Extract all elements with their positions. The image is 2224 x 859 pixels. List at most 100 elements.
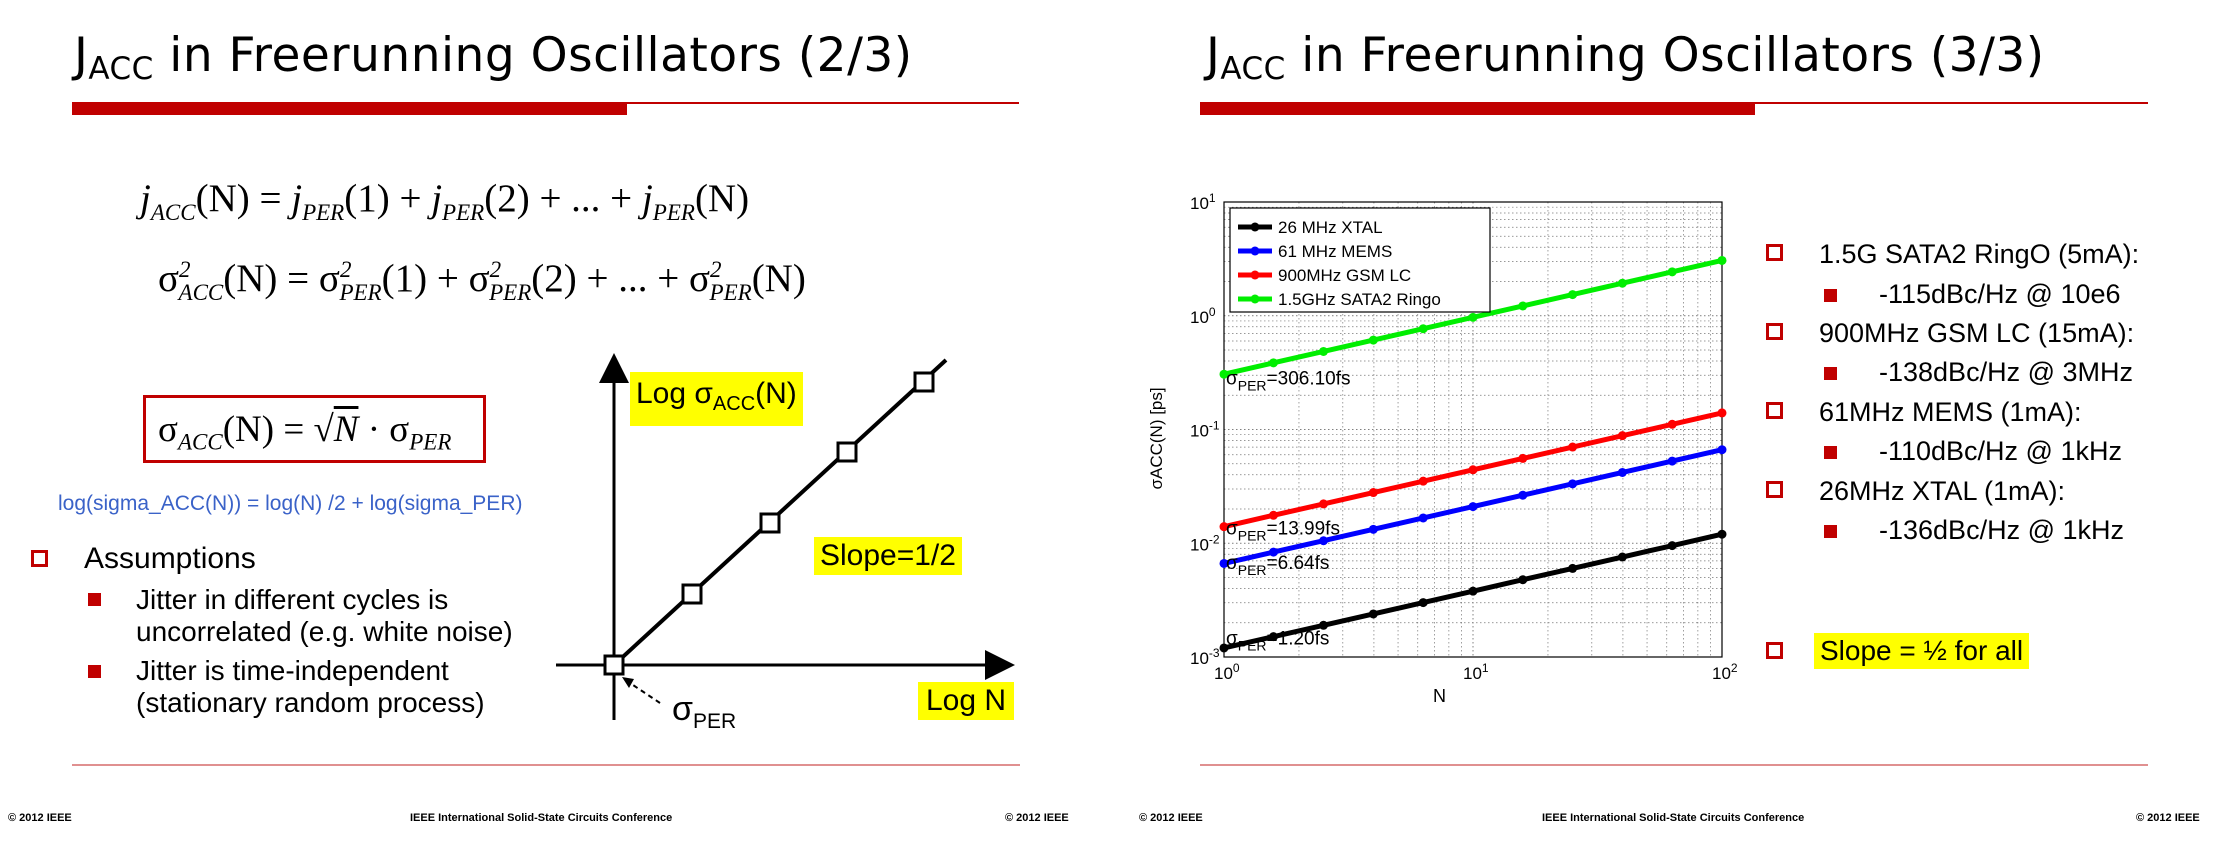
- title-rule-accent: [72, 104, 627, 115]
- chart-data-point: [1667, 456, 1677, 466]
- chart-data-point: [1319, 620, 1329, 630]
- bullet-square-icon: [1766, 481, 1783, 498]
- chart-data-point: [1568, 479, 1578, 489]
- bullet-filled-icon: [1824, 289, 1837, 302]
- chart-data-point: [1518, 490, 1528, 500]
- chart-data-point: [1568, 442, 1578, 452]
- bullet-filled-icon: [1824, 446, 1837, 459]
- chart-data-point: [1219, 369, 1229, 379]
- footer-copyright-left: © 2012 IEEE: [8, 812, 72, 824]
- chart-data-point: [1717, 529, 1727, 539]
- chart-data-point: [1468, 502, 1478, 512]
- footer-rule: [1200, 764, 2148, 766]
- chart-data-point: [1368, 335, 1378, 345]
- chart-y-tick-label: 101: [1190, 191, 1216, 213]
- chart-data-point: [1667, 419, 1677, 429]
- assumption-1-line-1: Jitter in different cycles is: [136, 584, 449, 615]
- chart-data-point: [1518, 453, 1528, 463]
- slide-title: JACC in Freerunning Oscillators (2/3): [74, 28, 913, 87]
- sketch-marker-icon: [681, 583, 703, 605]
- footer-copyright-right: © 2012 IEEE: [2136, 812, 2200, 824]
- bullet-filled-icon: [88, 665, 101, 678]
- chart-data-point: [1268, 510, 1278, 520]
- sketch-diagram: [556, 353, 1015, 720]
- slide-left: JACC in Freerunning Oscillators (2/3) jA…: [8, 28, 1069, 824]
- boxed-equation: σACC(N) = √N · σPER: [143, 395, 486, 463]
- chart-data-point: [1667, 541, 1677, 551]
- chart-data-point: [1617, 278, 1627, 288]
- assumption-2-line-2: (stationary random process): [136, 687, 485, 718]
- chart-data-point: [1268, 632, 1278, 642]
- chart-data-point: [1219, 643, 1229, 653]
- bullet-filled-icon: [88, 593, 101, 606]
- sketch-marker-icon: [913, 371, 935, 393]
- chart-data-point: [1468, 465, 1478, 475]
- spec-2-name: 900MHz GSM LC (15mA):: [1819, 318, 2135, 348]
- sketch-marker-icon: [759, 512, 781, 534]
- title-rule: [72, 102, 1019, 104]
- chart-data-point: [1518, 301, 1528, 311]
- spec-4-detail: -136dBc/Hz @ 1kHz: [1879, 515, 2124, 545]
- chart-data-point: [1418, 476, 1428, 486]
- chart-data-point: [1418, 513, 1428, 523]
- footer-rule: [72, 764, 1020, 766]
- chart-data-point: [1568, 563, 1578, 573]
- chart-data-point: [1319, 499, 1329, 509]
- chart-data-point: [1468, 312, 1478, 322]
- title-main: J: [74, 28, 89, 83]
- chart-data-point: [1568, 290, 1578, 300]
- chart-series: [1219, 255, 1727, 379]
- log-formula: log(sigma_ACC(N)) = log(N) /2 + log(sigm…: [58, 492, 523, 515]
- spec-2-detail: -138dBc/Hz @ 3MHz: [1879, 357, 2133, 387]
- spec-1-name: 1.5G SATA2 RingO (5mA):: [1819, 239, 2140, 269]
- slide-right: JACC in Freerunning Oscillators (3/3) 10…: [1112, 0, 2224, 859]
- equation-jacc: jACC(N) = jPER(1) + jPER(2) + ... + jPER…: [140, 177, 750, 225]
- spec-4-name: 26MHz XTAL (1mA):: [1819, 476, 2066, 506]
- assumption-2-line-1: Jitter is time-independent: [136, 655, 449, 686]
- chart-data-point: [1418, 324, 1428, 334]
- chart-data-point: [1219, 558, 1229, 568]
- chart-y-tick-label: 100: [1190, 305, 1216, 327]
- chart-legend-marker: [1250, 222, 1260, 232]
- chart-series: [1219, 529, 1727, 653]
- sketch-pointer-line: [626, 680, 661, 704]
- chart-data-point: [1717, 408, 1727, 418]
- chart-data-point: [1368, 488, 1378, 498]
- footer-copyright-right: © 2012 IEEE: [1005, 812, 1069, 824]
- chart-legend-box: [1229, 207, 1491, 313]
- bullet-filled-icon: [1824, 525, 1837, 538]
- assumption-1-line-2: uncorrelated (e.g. white noise): [136, 616, 513, 647]
- chart-legend-marker: [1250, 246, 1260, 256]
- bullet-square-icon: [31, 550, 48, 567]
- chart-x-axis-label: N: [1433, 686, 1446, 706]
- footer-copyright-left: © 2012 IEEE: [1139, 812, 1203, 824]
- chart-data-point: [1219, 522, 1229, 532]
- chart-annotation: σPER=1.20fs: [1226, 629, 1329, 654]
- chart-plot-frame: [1223, 201, 1723, 658]
- chart-legend: 26 MHz XTAL 61 MHz MEMS 900MHz GSM LC 1.5GH…: [1229, 207, 1491, 313]
- chart-series: [1219, 445, 1727, 568]
- chart-annotation: σPER=306.10fs: [1226, 369, 1351, 394]
- chart-legend-marker: [1250, 270, 1260, 280]
- title-rule-accent: [1200, 104, 1755, 115]
- spec-3-name: 61MHz MEMS (1mA):: [1819, 397, 2082, 427]
- equation-sigma-acc: σACC(N) = √N · σPER: [158, 409, 452, 455]
- chart-x-tick-label: 101: [1463, 661, 1489, 683]
- chart-data-point: [1617, 467, 1627, 477]
- sketch-pointer-arrow-icon: [622, 677, 634, 688]
- sketch-x-label: Log N: [918, 682, 1015, 720]
- title-rest: in Freerunning Oscillators (2/3): [153, 28, 913, 83]
- chart-data-point: [1418, 598, 1428, 608]
- chart-series: [1219, 408, 1727, 532]
- chart-annotation: σPER=6.64fs: [1226, 553, 1329, 578]
- chart-x-tick-label: 102: [1712, 661, 1738, 683]
- sketch-slope-label: Slope=1/2: [814, 537, 962, 575]
- sketch-marker-icon: [836, 441, 858, 463]
- chart-data-point: [1319, 346, 1329, 356]
- footer-conference: IEEE International Solid-State Circuits …: [1542, 812, 1805, 824]
- sketch-marker-icon: [603, 654, 625, 676]
- chart-data-point: [1518, 575, 1528, 585]
- assumptions-heading: Assumptions: [84, 542, 256, 575]
- chart-data-point: [1617, 431, 1627, 441]
